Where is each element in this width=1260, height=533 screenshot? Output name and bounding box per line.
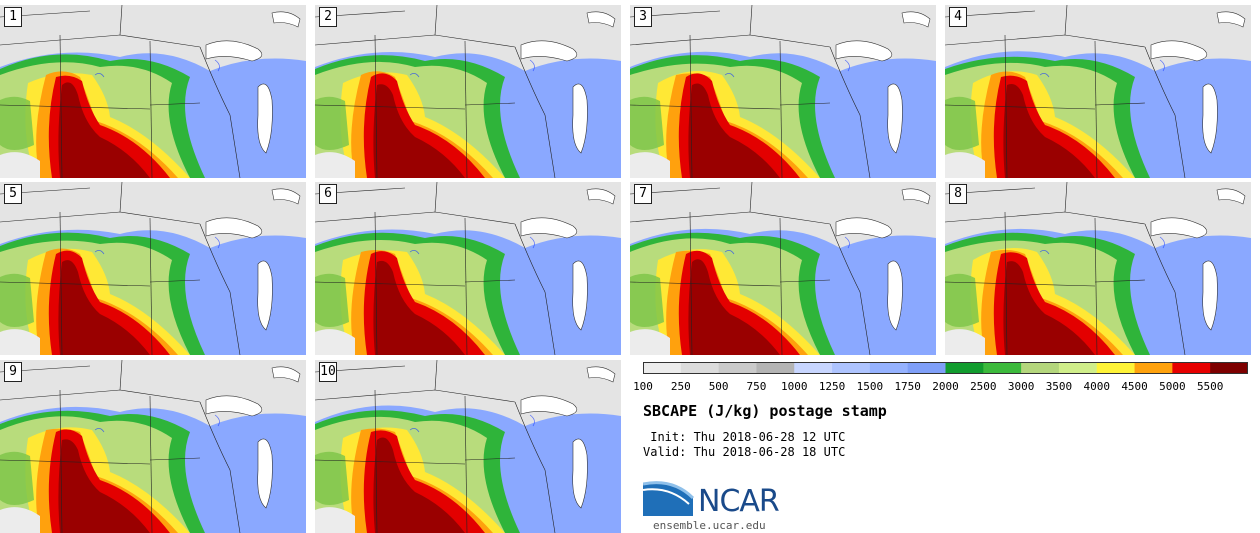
colorbar-bin bbox=[1172, 362, 1211, 374]
colorbar-bin bbox=[643, 362, 682, 374]
colorbar-bin bbox=[794, 362, 833, 374]
cape-map bbox=[630, 182, 936, 355]
colorbar-tick-label: 1500 bbox=[856, 380, 884, 393]
colorbar-bin bbox=[907, 362, 946, 374]
colorbar-bin bbox=[983, 362, 1022, 374]
map-panel: 4 bbox=[945, 5, 1251, 178]
colorbar-bin bbox=[718, 362, 757, 374]
member-number: 4 bbox=[949, 7, 967, 27]
colorbar-bin bbox=[1058, 362, 1098, 374]
colorbar-tick-label: 2500 bbox=[970, 380, 997, 393]
colorbar-tick-label: 3000 bbox=[1007, 380, 1035, 393]
colorbar-tick-label: 3500 bbox=[1045, 380, 1073, 393]
colorbar-tick-label: 4000 bbox=[1083, 380, 1111, 393]
member-number: 7 bbox=[634, 184, 652, 204]
member-number: 1 bbox=[4, 7, 22, 27]
init-time: Init: Thu 2018-06-28 12 UTC bbox=[643, 430, 846, 444]
colorbar-bin bbox=[756, 362, 795, 374]
colorbar-tick-label: 1250 bbox=[818, 380, 846, 393]
ncar-logo-icon bbox=[643, 481, 695, 516]
map-panel: 5 bbox=[0, 182, 306, 355]
map-panel: 1 bbox=[0, 5, 306, 178]
map-panel: 6 bbox=[315, 182, 621, 355]
map-panel: 9 bbox=[0, 360, 306, 533]
cape-map bbox=[945, 5, 1251, 178]
cape-map bbox=[0, 182, 306, 355]
map-panel: 8 bbox=[945, 182, 1251, 355]
colorbar-tick-label: 1000 bbox=[781, 380, 808, 393]
colorbar-bin bbox=[832, 362, 871, 374]
colorbar-outline bbox=[643, 362, 1248, 374]
colorbar-tick-label: 2000 bbox=[932, 380, 959, 393]
map-panel: 2 bbox=[315, 5, 621, 178]
cape-map bbox=[630, 5, 936, 178]
colorbar-tick-label: 5500 bbox=[1196, 380, 1224, 393]
colorbar-tick-label: 5000 bbox=[1159, 380, 1186, 393]
cape-map bbox=[0, 5, 306, 178]
colorbar-bin bbox=[1134, 362, 1173, 374]
colorbar-tick-label: 4500 bbox=[1121, 380, 1148, 393]
colorbar-bin bbox=[869, 362, 909, 374]
colorbar-bin bbox=[680, 362, 720, 374]
cape-map bbox=[0, 360, 306, 533]
member-number: 2 bbox=[319, 7, 337, 27]
colorbar-tick-label: 750 bbox=[746, 380, 767, 393]
logo-text: NCAR bbox=[698, 484, 780, 519]
map-panel: 3 bbox=[630, 5, 936, 178]
colorbar-bin bbox=[1021, 362, 1060, 374]
member-number: 3 bbox=[634, 7, 652, 27]
member-number: 5 bbox=[4, 184, 22, 204]
colorbar-tick-label: 500 bbox=[708, 380, 729, 393]
colorbar-bin bbox=[945, 362, 984, 374]
colorbar-tick-label: 250 bbox=[670, 380, 691, 393]
member-number: 6 bbox=[319, 184, 337, 204]
cape-map bbox=[315, 5, 621, 178]
map-panel: 10 bbox=[315, 360, 621, 533]
colorbar bbox=[643, 362, 1248, 374]
cape-map bbox=[945, 182, 1251, 355]
member-number: 8 bbox=[949, 184, 967, 204]
colorbar-bin bbox=[1096, 362, 1136, 374]
cape-map bbox=[315, 360, 621, 533]
colorbar-tick-label: 1750 bbox=[894, 380, 921, 393]
site-url[interactable]: ensemble.ucar.edu bbox=[653, 519, 766, 532]
colorbar-tick-label: 100 bbox=[633, 380, 653, 393]
colorbar-bin bbox=[1210, 362, 1248, 374]
valid-time: Valid: Thu 2018-06-28 18 UTC bbox=[643, 445, 846, 459]
product-title: SBCAPE (J/kg) postage stamp bbox=[643, 402, 887, 420]
map-panel: 7 bbox=[630, 182, 936, 355]
cape-map bbox=[315, 182, 621, 355]
member-number: 10 bbox=[319, 362, 337, 382]
colorbar-ticks: 100 250 500 750 1000 1250 1500 1750 2000 2500 3000… bbox=[630, 380, 1260, 394]
member-number: 9 bbox=[4, 362, 22, 382]
